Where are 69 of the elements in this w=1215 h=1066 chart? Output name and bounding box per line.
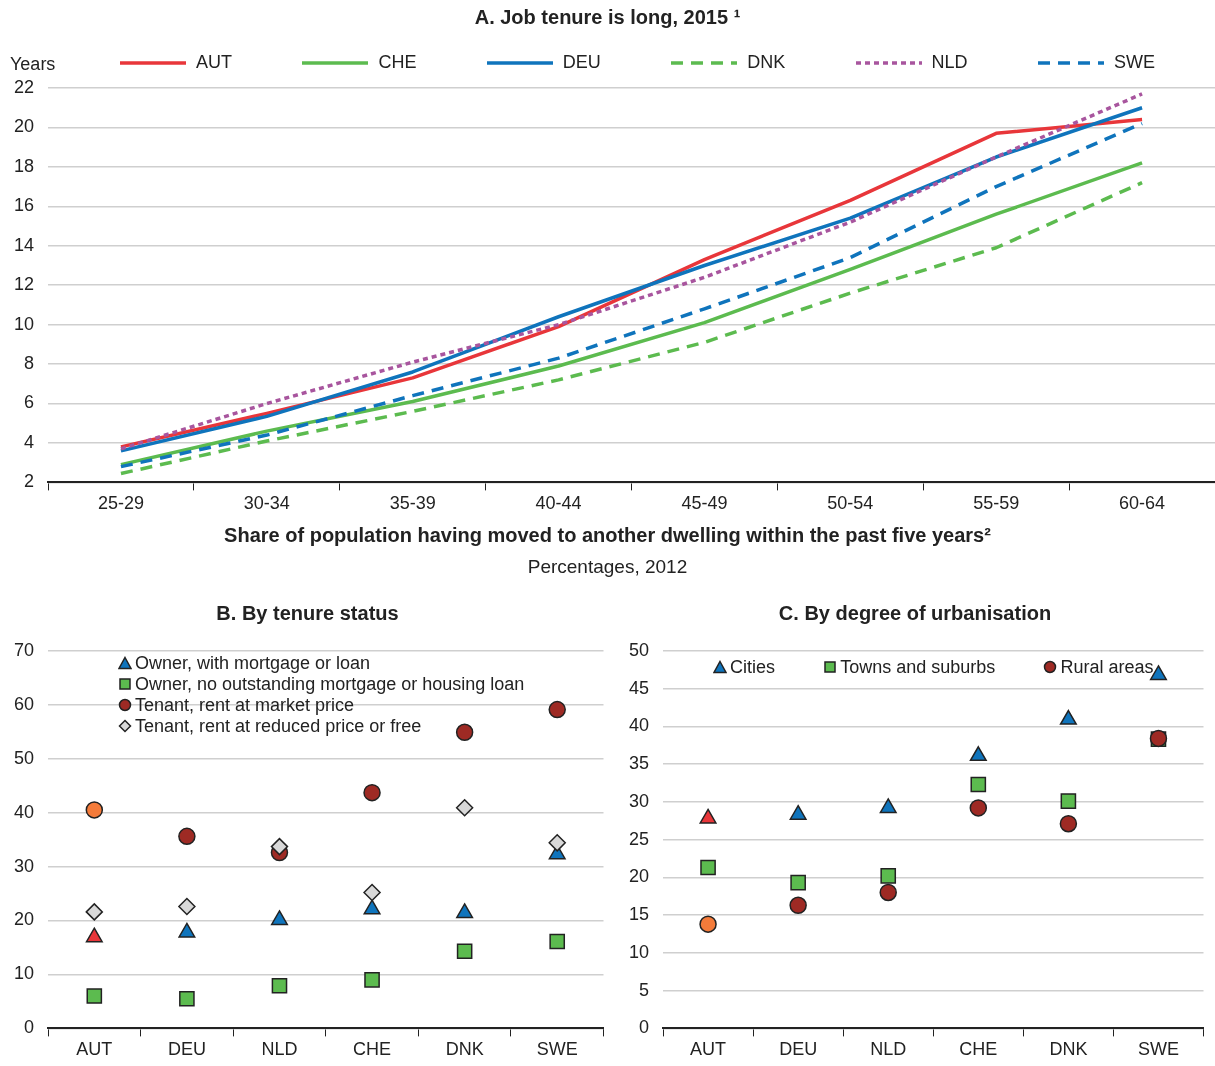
y-tick-label: 0: [639, 1017, 650, 1038]
x-tick-label: DNK: [1049, 1039, 1088, 1060]
y-tick-label: 60: [13, 693, 35, 714]
y-tick-label: 12: [13, 274, 35, 295]
legend-label: Owner, with mortgage or loan: [135, 652, 371, 674]
legend-label: Towns and suburbs: [840, 656, 996, 678]
legend-label: SWE: [1113, 52, 1155, 73]
legend-label: AUT: [196, 52, 233, 73]
x-tick-label: CHE: [353, 1039, 392, 1060]
text: Percentages, 2012: [526, 556, 689, 578]
chart-title: B. By tenure status: [215, 602, 400, 625]
y-tick-label: 20: [13, 116, 35, 137]
legend-label: NLD: [931, 52, 968, 73]
y-tick-label: 25: [628, 828, 650, 849]
x-tick-label: DEU: [779, 1039, 818, 1060]
y-tick-label: 14: [13, 234, 35, 255]
x-tick-label: AUT: [690, 1039, 727, 1060]
y-tick-label: 10: [13, 963, 35, 984]
x-tick-label: 55-59: [973, 493, 1020, 514]
x-tick-label: 60-64: [1119, 493, 1166, 514]
x-tick-label: 30-34: [243, 493, 290, 514]
y-tick-label: 45: [628, 677, 650, 698]
legend-label: DEU: [562, 52, 601, 73]
y-tick-label: 0: [24, 1017, 35, 1038]
x-tick-label: 40-44: [535, 493, 582, 514]
y-tick-label: 6: [24, 392, 35, 413]
legend-label: Rural areas: [1060, 656, 1154, 678]
y-tick-label: 30: [628, 790, 650, 811]
y-tick-label: 4: [24, 431, 35, 452]
legend-label: Cities: [730, 656, 776, 678]
x-tick-label: AUT: [76, 1039, 113, 1060]
y-tick-label: 18: [13, 155, 35, 176]
y-tick-label: 20: [13, 909, 35, 930]
y-tick-label: 70: [13, 639, 35, 660]
y-tick-label: 2: [24, 471, 35, 492]
x-tick-label: NLD: [870, 1039, 907, 1060]
y-tick-label: 15: [628, 904, 650, 925]
y-tick-label: 30: [13, 855, 35, 876]
legend-label: Owner, no outstanding mortgage or housing loan: [135, 673, 525, 695]
x-tick-label: 50-54: [827, 493, 874, 514]
legend-label: DNK: [747, 52, 786, 73]
x-tick-label: DNK: [445, 1039, 484, 1060]
chart-title: C. By degree of urbanisation: [777, 602, 1053, 625]
y-tick-label: 10: [628, 941, 650, 962]
y-tick-label: 5: [639, 979, 650, 1000]
y-tick-label: 40: [628, 715, 650, 736]
x-tick-label: 35-39: [389, 493, 436, 514]
legend-label: Tenant, rent at reduced price or free: [135, 715, 422, 737]
y-axis-title: Years: [10, 53, 56, 74]
legend-label: CHE: [378, 52, 417, 73]
y-tick-label: 16: [13, 195, 35, 216]
y-tick-label: 8: [24, 353, 35, 374]
y-tick-label: 40: [13, 801, 35, 822]
y-tick-label: 20: [628, 866, 650, 887]
text: Share of population having moved to another dwelling within the past five years²: [223, 524, 992, 547]
chart-title: A. Job tenure is long, 2015 ¹: [473, 6, 742, 29]
y-tick-label: 10: [13, 313, 35, 334]
y-tick-label: 50: [628, 639, 650, 660]
y-tick-label: 22: [13, 76, 35, 97]
x-tick-label: CHE: [959, 1039, 998, 1060]
x-tick-label: 25-29: [97, 493, 144, 514]
y-tick-label: 35: [628, 753, 650, 774]
x-tick-label: SWE: [536, 1039, 578, 1060]
y-tick-label: 50: [13, 747, 35, 768]
legend-label: Tenant, rent at market price: [135, 694, 355, 716]
x-tick-label: SWE: [1137, 1039, 1179, 1060]
x-tick-label: NLD: [261, 1039, 298, 1060]
x-tick-label: DEU: [167, 1039, 206, 1060]
x-tick-label: 45-49: [681, 493, 728, 514]
